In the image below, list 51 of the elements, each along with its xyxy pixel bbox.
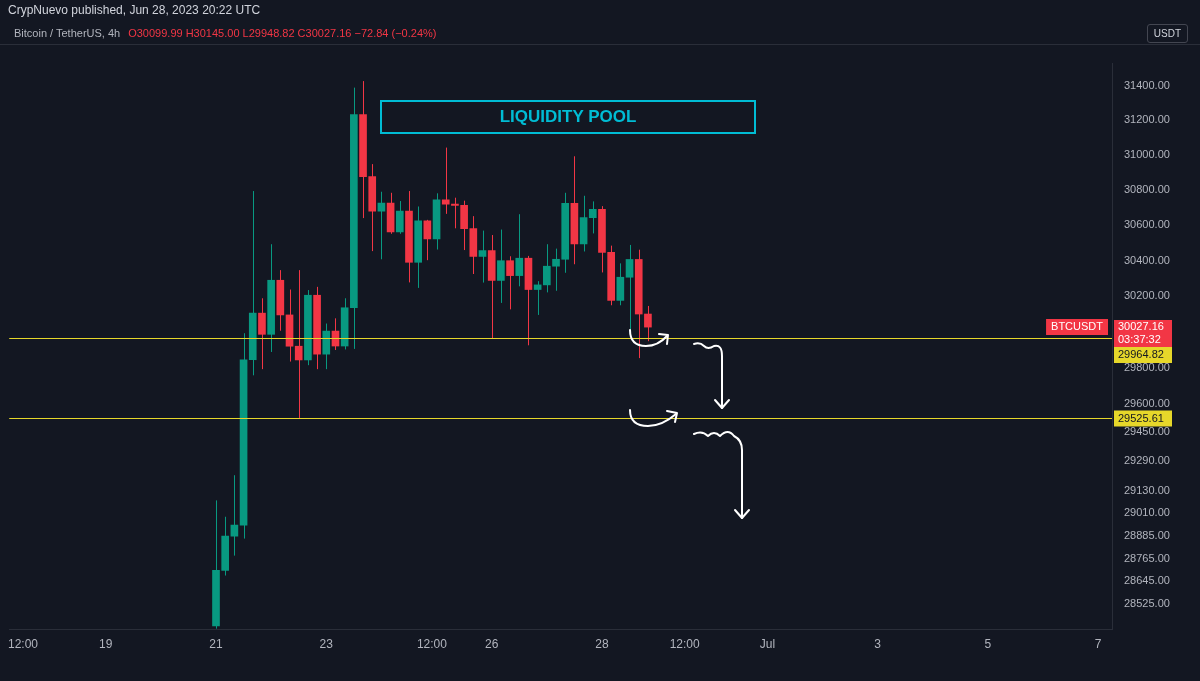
y-tick-label: 29800.00	[1124, 361, 1170, 374]
x-tick-label: 12:00	[416, 637, 448, 652]
y-tick-label: 28525.00	[1124, 597, 1170, 610]
candlestick	[497, 229, 505, 304]
candlestick	[294, 269, 303, 419]
x-tick-label: 26	[485, 637, 499, 652]
y-tick-label: 30600.00	[1124, 218, 1170, 231]
y-tick-label: 29130.00	[1124, 483, 1170, 496]
y-tick-label: 28645.00	[1124, 574, 1170, 587]
y-tick-label: 28765.00	[1124, 551, 1170, 564]
y-tick-label: 30400.00	[1124, 253, 1170, 266]
ref-line-label: 29525.61	[1118, 411, 1164, 424]
candlestick	[625, 244, 634, 332]
text: O30099.99 H30145.00 L29948.82 C30027.16 −72.84 (−0.24%)	[128, 27, 437, 39]
text: 03:37:32	[1118, 333, 1161, 346]
y-axis-title: USDT	[1146, 24, 1188, 43]
y-tick-label: 30800.00	[1124, 183, 1170, 196]
y-tick-label: 31400.00	[1124, 78, 1170, 91]
x-tick-label: 21	[209, 637, 223, 652]
candlestick	[395, 200, 404, 235]
candlestick	[515, 213, 524, 287]
x-tick-label: 12:00	[8, 637, 39, 652]
x-tick-label: Jul	[759, 637, 776, 652]
candlestick	[506, 255, 514, 310]
candlestick	[644, 305, 652, 342]
x-tick-label: 7	[1094, 637, 1102, 652]
candlestick	[322, 323, 331, 370]
y-tick-label: 29450.00	[1124, 424, 1170, 437]
y-tick-label: 31200.00	[1124, 113, 1170, 126]
y-tick-label: 31000.00	[1124, 148, 1170, 161]
y-tick-label: 28885.00	[1124, 529, 1170, 542]
x-tick-label: 12:00	[669, 637, 701, 652]
chart-title: CrypNuevo published, Jun 28, 2023 20:22 UTC	[8, 3, 261, 17]
text: 30027.16	[1118, 320, 1164, 333]
y-tick-label: 29600.00	[1124, 397, 1170, 410]
candlestick	[258, 297, 266, 370]
x-tick-label: 19	[99, 637, 113, 652]
candlestick	[588, 200, 597, 234]
chart-subtitle: Bitcoin / TetherUS, 4h	[14, 27, 121, 39]
candlestick	[478, 230, 487, 284]
y-tick-label: 29290.00	[1124, 454, 1170, 467]
y-tick-label: 29010.00	[1124, 506, 1170, 519]
x-tick-label: 5	[984, 637, 992, 652]
outline-box: LIQUIDITY POOL	[380, 100, 756, 134]
candlestick	[616, 262, 625, 306]
annotation: BTCUSDT	[1051, 320, 1104, 333]
x-tick-label: 23	[319, 637, 334, 652]
x-tick-label: 28	[595, 637, 609, 652]
y-tick-label: 30200.00	[1124, 289, 1170, 302]
ref-line-label: 29964.82	[1118, 348, 1164, 361]
x-tick-label: 3	[874, 637, 882, 652]
